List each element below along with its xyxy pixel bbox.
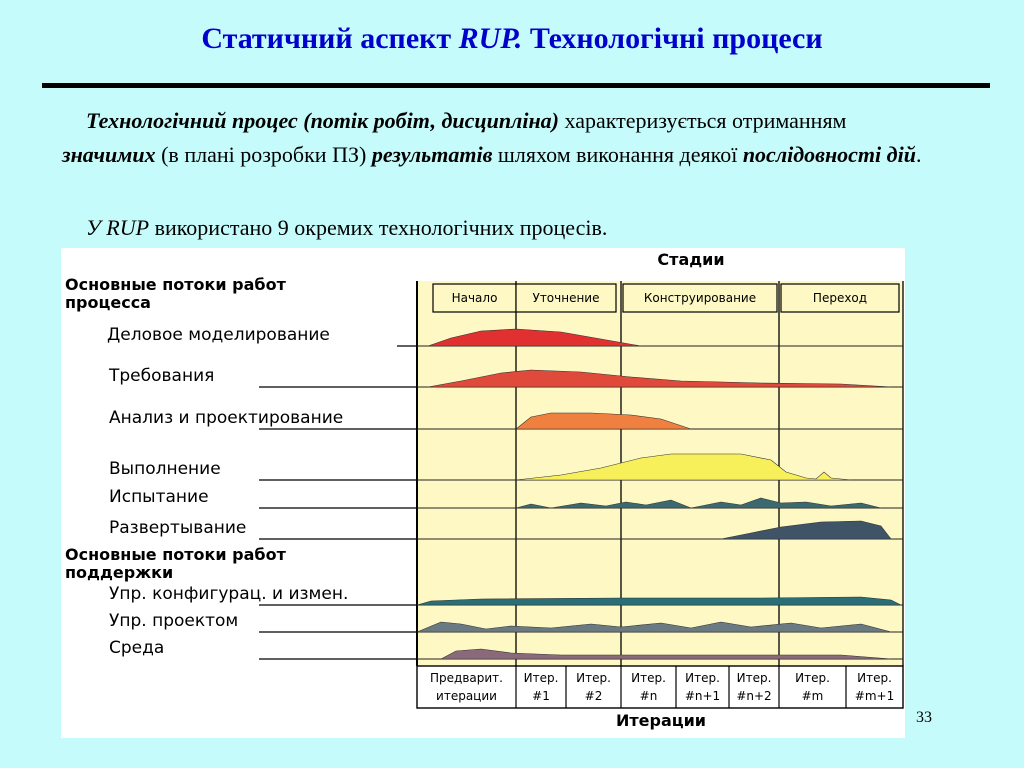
phase-label: Переход <box>813 291 867 305</box>
iteration-label: Итер. <box>685 671 720 685</box>
workflow-area <box>720 520 892 540</box>
phase-label: Уточнение <box>533 291 600 305</box>
workflow-label: Выполнение <box>109 459 221 479</box>
iteration-label: Итер. <box>524 671 559 685</box>
iterations-title: Итерации <box>616 711 706 730</box>
paragraph-count: У RUP використано 9 окремих технологічни… <box>86 215 608 240</box>
iteration-label: Итер. <box>576 671 611 685</box>
slide-title: Статичний аспект RUP. Технологічні проце… <box>201 22 823 55</box>
iteration-label: Итер. <box>857 671 892 685</box>
phase-box <box>780 283 900 313</box>
title-divider <box>42 83 990 88</box>
workflow-label: Упр. проектом <box>109 611 238 631</box>
iteration-label: #1 <box>532 689 550 703</box>
iteration-label: Итер. <box>795 671 830 685</box>
process-heading: Основные потоки работ <box>65 275 287 294</box>
phases-title: Стадии <box>657 250 724 269</box>
workflow-label: Среда <box>109 638 164 658</box>
phase-box <box>515 283 617 313</box>
workflow-area <box>416 621 892 633</box>
phase-box <box>622 283 778 313</box>
paragraph-definition: Технологічний процес (потік робіт, дисци… <box>62 108 922 167</box>
iteration-label: #n+2 <box>736 689 771 703</box>
iteration-label: Итер. <box>737 671 772 685</box>
support-heading: поддержки <box>65 563 173 582</box>
iteration-label: #m+1 <box>855 689 894 703</box>
rup-diagram-canvas: Стадии Начало Уточнение Конструирование Пере… <box>65 250 904 730</box>
workflow-area <box>440 648 892 660</box>
iteration-label: итерации <box>436 689 497 703</box>
phase-box <box>432 283 517 313</box>
workflow-area <box>427 369 892 388</box>
workflow-label: Требования <box>108 366 214 386</box>
workflow-label: Развертывание <box>109 518 246 538</box>
workflow-area <box>515 453 852 481</box>
iteration-label: #m <box>802 689 824 703</box>
workflow-label: Упр. конфигурац. и измен. <box>109 584 348 604</box>
phase-label: Начало <box>452 291 498 305</box>
rup-diagram: Стадии Начало Уточнение Конструирование Пере… <box>61 248 905 738</box>
workflow-label: Анализ и проектирование <box>109 408 343 428</box>
phase-label: Конструирование <box>644 291 756 305</box>
support-heading: Основные потоки работ <box>65 545 287 564</box>
workflow-area <box>427 328 642 347</box>
process-heading: процесса <box>65 293 151 312</box>
workflow-label: Деловое моделирование <box>107 325 330 345</box>
workflow-area <box>515 412 692 430</box>
iteration-label: Предварит. <box>430 671 503 685</box>
iterations-row <box>416 665 904 709</box>
iteration-label: #n <box>640 689 658 703</box>
workflow-area <box>416 596 902 606</box>
iteration-label: #n+1 <box>685 689 720 703</box>
iteration-label: #2 <box>585 689 603 703</box>
workflow-area <box>515 497 882 509</box>
page-number: 33 <box>916 709 932 726</box>
workflow-label: Испытание <box>109 487 209 507</box>
iteration-label: Итер. <box>631 671 666 685</box>
